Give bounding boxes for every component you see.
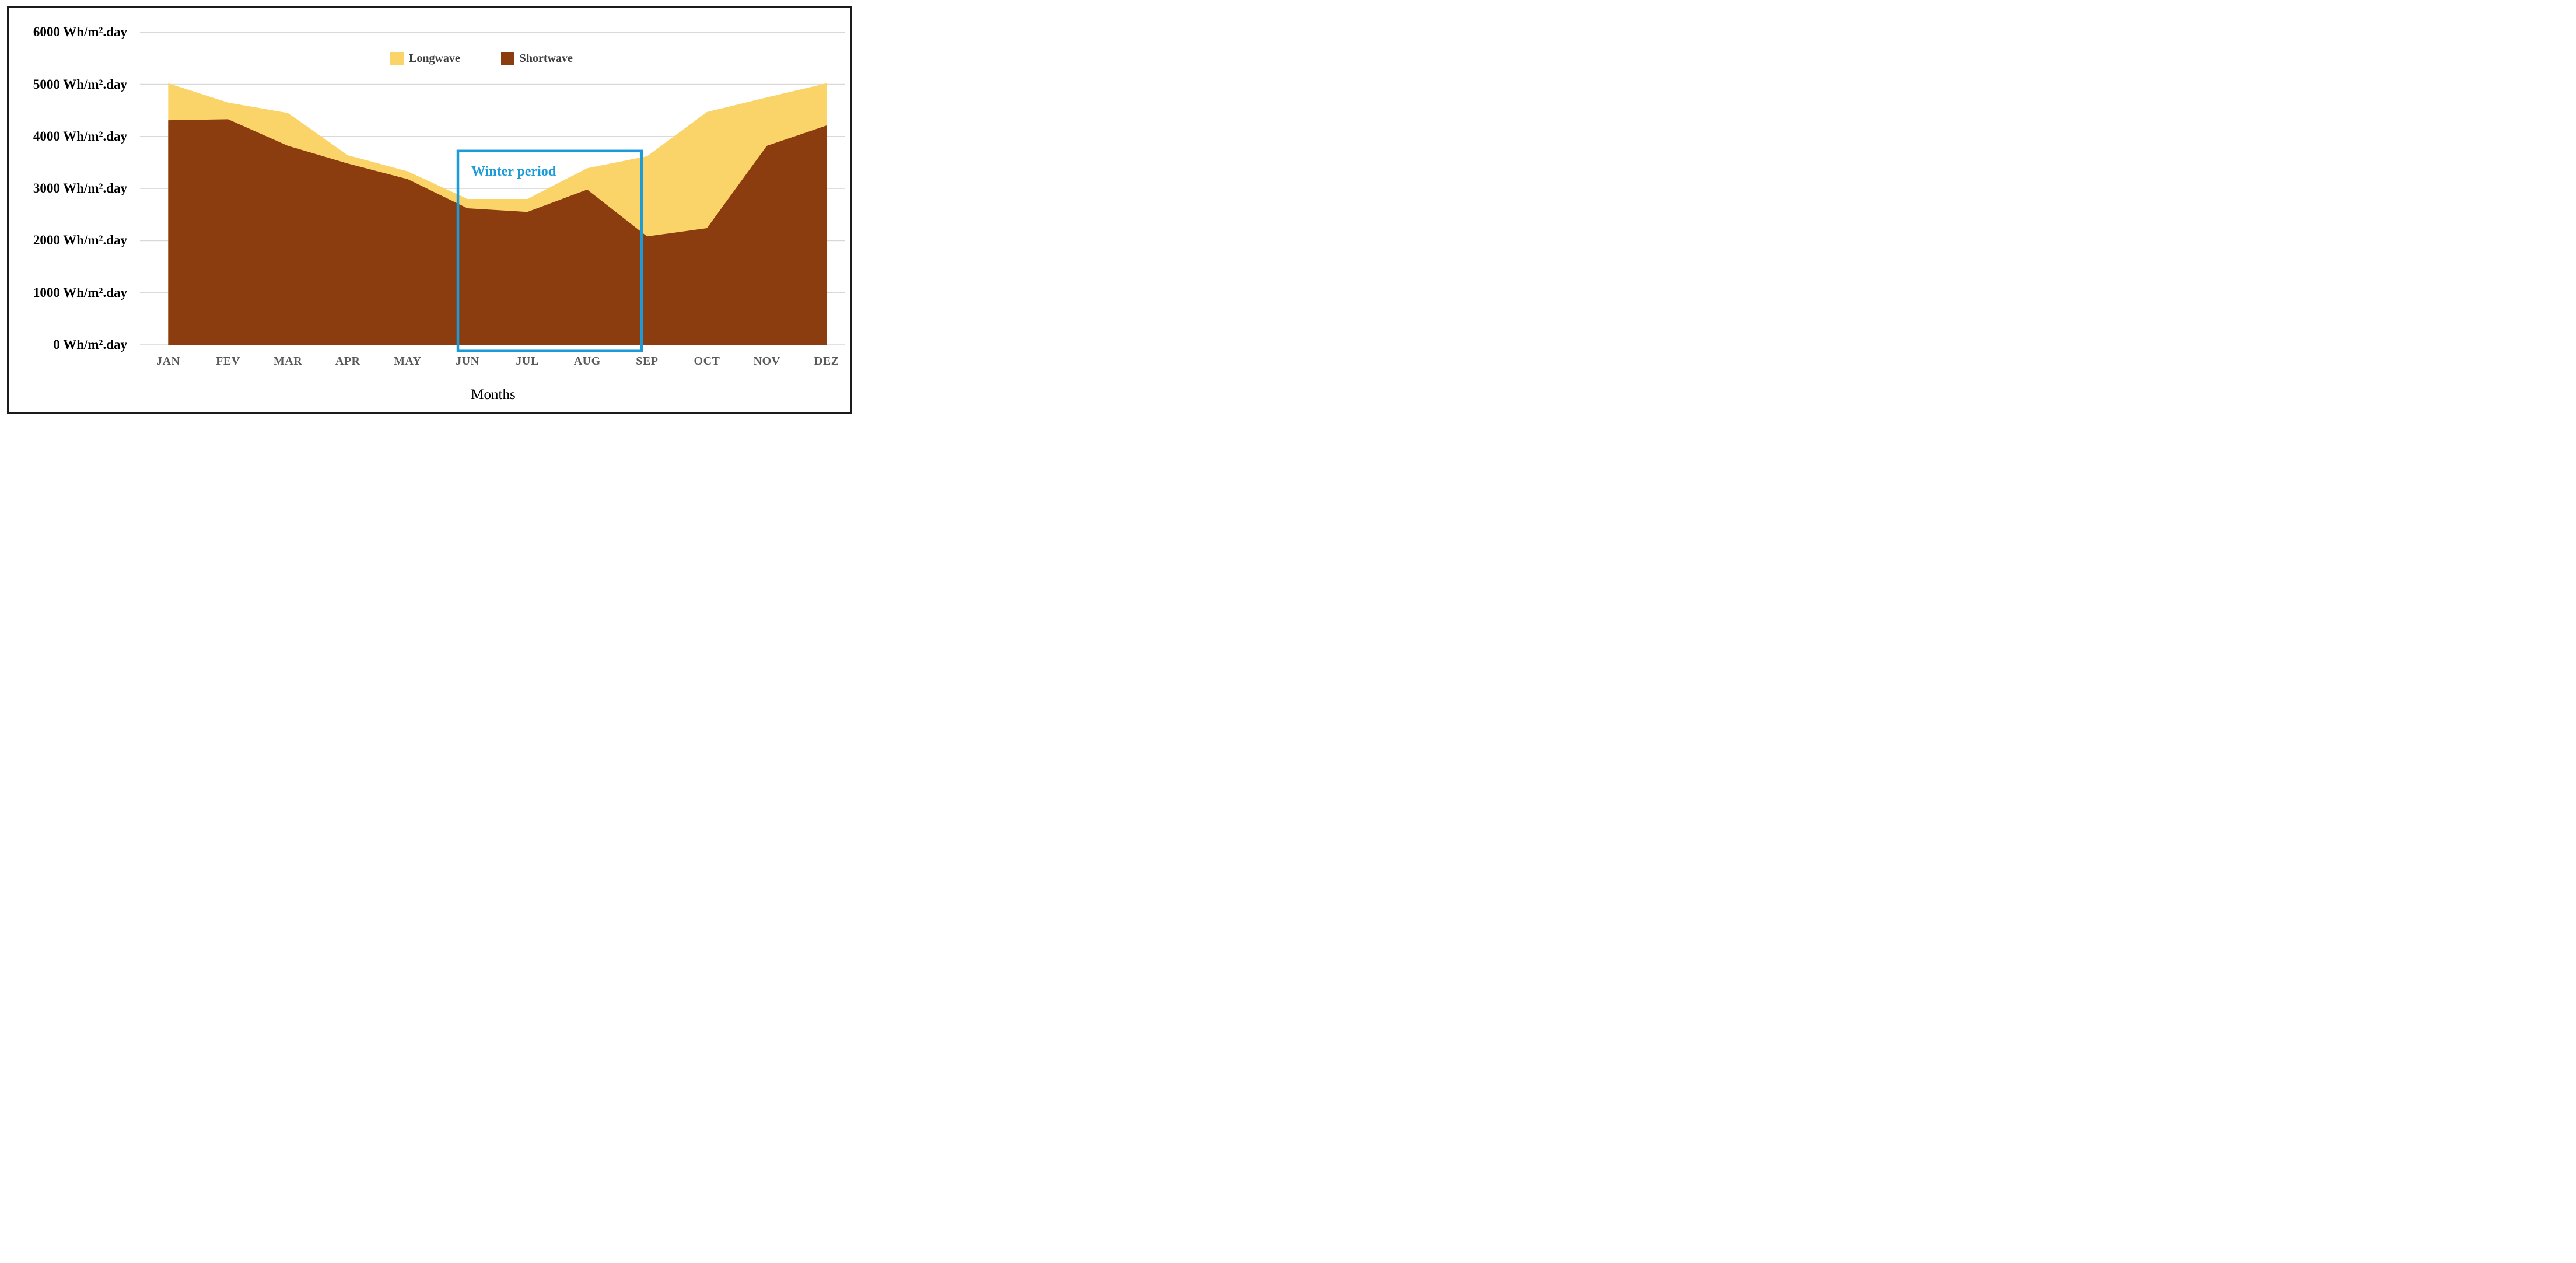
legend-swatch-longwave-icon — [390, 52, 404, 65]
winter-period-label: Winter period — [471, 164, 556, 179]
x-axis-tick-label-jan: JAN — [156, 355, 180, 368]
y-axis-tick-label-3000: 3000 Wh/m².day — [33, 181, 127, 196]
legend: Longwave Shortwave — [390, 52, 573, 65]
legend-item-longwave: Longwave — [390, 52, 460, 65]
x-axis-tick-label-apr: APR — [335, 355, 360, 368]
x-axis-tick-label-jun: JUN — [456, 355, 480, 368]
y-axis-tick-label-0: 0 Wh/m².day — [53, 337, 127, 352]
x-axis-title: Months — [471, 387, 516, 403]
legend-label-longwave: Longwave — [409, 52, 460, 65]
winter-period-box — [456, 149, 643, 352]
x-axis-tick-label-mar: MAR — [273, 355, 303, 368]
x-axis-tick-label-may: MAY — [394, 355, 422, 368]
y-axis-tick-label-4000: 4000 Wh/m².day — [33, 128, 127, 144]
x-axis-tick-label-jul: JUL — [516, 355, 539, 368]
x-axis-tick-label-sep: SEP — [636, 355, 659, 368]
x-axis-tick-label-fev: FEV — [216, 355, 240, 368]
annotation-layer — [456, 149, 643, 352]
y-axis-tick-label-2000: 2000 Wh/m².day — [33, 233, 127, 248]
y-axis-tick-label-1000: 1000 Wh/m².day — [33, 285, 127, 300]
x-axis-tick-label-oct: OCT — [694, 355, 720, 368]
x-axis-tick-label-aug: AUG — [573, 355, 601, 368]
stacked-area-chart — [140, 32, 845, 352]
legend-swatch-shortwave-icon — [501, 52, 514, 65]
legend-label-shortwave: Shortwave — [519, 52, 573, 65]
shortwave-area — [168, 119, 827, 345]
x-axis-tick-label-dez: DEZ — [814, 355, 839, 368]
x-axis-tick-label-nov: NOV — [753, 355, 780, 368]
legend-item-shortwave: Shortwave — [501, 52, 573, 65]
area-series — [168, 83, 827, 345]
y-axis-tick-label-5000: 5000 Wh/m².day — [33, 76, 127, 92]
figure: 0 Wh/m².day 1000 Wh/m².day 2000 Wh/m².day 3… — [0, 0, 859, 421]
y-axis-tick-label-6000: 6000 Wh/m².day — [33, 25, 127, 40]
